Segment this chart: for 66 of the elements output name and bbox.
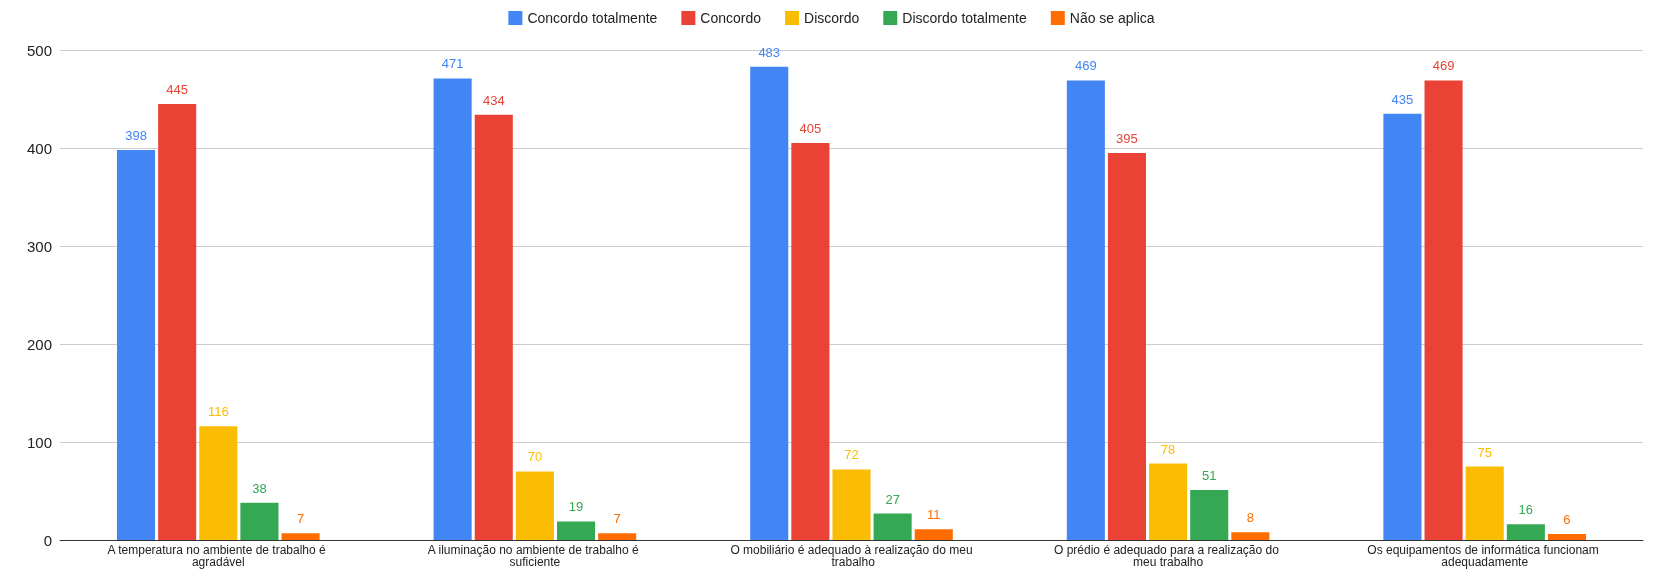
data-label: 27 bbox=[885, 491, 900, 507]
bar bbox=[1231, 532, 1270, 540]
legend-label: Discordo bbox=[804, 10, 860, 26]
bar bbox=[832, 469, 871, 540]
legend-label: Discordo totalmente bbox=[902, 10, 1028, 26]
data-label: 445 bbox=[166, 81, 189, 97]
legend-label: Concordo totalmente bbox=[527, 10, 658, 26]
bar bbox=[791, 143, 830, 540]
data-label: 395 bbox=[1116, 130, 1138, 146]
x-tick-label: O prédio é adequado para a realização do meu trabalho bbox=[1054, 543, 1283, 569]
x-tick-label: A iluminação no ambiente de trabalho é suficiente bbox=[427, 543, 642, 569]
bar bbox=[750, 66, 789, 540]
y-tick-label: 300 bbox=[26, 237, 52, 255]
data-label: 78 bbox=[1160, 441, 1176, 457]
data-label: 19 bbox=[568, 499, 584, 515]
data-label: 405 bbox=[799, 121, 822, 137]
legend-label: Não se aplica bbox=[1069, 10, 1155, 26]
bar bbox=[1066, 80, 1105, 540]
x-tick-label: O mobiliário é adequado à realização do meu trabalho bbox=[730, 543, 973, 569]
data-label: 75 bbox=[1477, 444, 1492, 460]
data-label: 116 bbox=[207, 404, 229, 420]
x-tick-label: Os equipamentos de informática funcionam adequadamente bbox=[1367, 543, 1603, 569]
bar bbox=[116, 149, 156, 540]
bar bbox=[1190, 490, 1229, 540]
data-label: 469 bbox=[1074, 58, 1097, 74]
data-label: 7 bbox=[296, 511, 305, 527]
bar bbox=[1506, 524, 1545, 540]
data-label: 471 bbox=[441, 56, 464, 72]
bar bbox=[1424, 80, 1463, 540]
y-tick-label: 400 bbox=[26, 139, 52, 157]
bar bbox=[281, 533, 320, 540]
data-label: 7 bbox=[613, 511, 621, 527]
data-label: 72 bbox=[844, 447, 859, 463]
data-label: 16 bbox=[1518, 502, 1534, 518]
data-label: 11 bbox=[927, 507, 941, 523]
bar bbox=[1465, 466, 1504, 540]
bar bbox=[199, 426, 238, 540]
bar bbox=[474, 114, 513, 540]
y-tick-label: 500 bbox=[26, 41, 52, 59]
bar bbox=[914, 529, 953, 540]
data-label: 51 bbox=[1202, 468, 1217, 484]
bar bbox=[1149, 463, 1188, 540]
data-label: 434 bbox=[482, 92, 505, 108]
bar bbox=[598, 533, 637, 540]
data-label: 483 bbox=[758, 44, 781, 60]
data-label: 6 bbox=[1563, 512, 1571, 528]
y-tick-label: 0 bbox=[43, 531, 52, 549]
bar bbox=[158, 103, 197, 540]
data-label: 435 bbox=[1391, 91, 1414, 107]
y-tick-label: 100 bbox=[26, 433, 52, 451]
bar bbox=[1107, 152, 1147, 540]
data-label: 38 bbox=[252, 480, 267, 496]
bar bbox=[873, 513, 912, 540]
data-label: 70 bbox=[527, 449, 543, 465]
y-tick-label: 200 bbox=[26, 335, 52, 353]
data-label: 469 bbox=[1432, 58, 1455, 74]
data-label: 8 bbox=[1246, 510, 1254, 526]
bar bbox=[1383, 113, 1422, 540]
bar bbox=[433, 78, 472, 540]
bar bbox=[515, 471, 554, 540]
x-tick-label: A temperatura no ambiente de trabalho é agradável bbox=[107, 543, 330, 569]
legend-label: Concordo bbox=[700, 10, 762, 26]
bar bbox=[1547, 534, 1587, 540]
data-label: 398 bbox=[125, 127, 147, 143]
bar bbox=[556, 521, 596, 540]
bar bbox=[240, 502, 279, 540]
